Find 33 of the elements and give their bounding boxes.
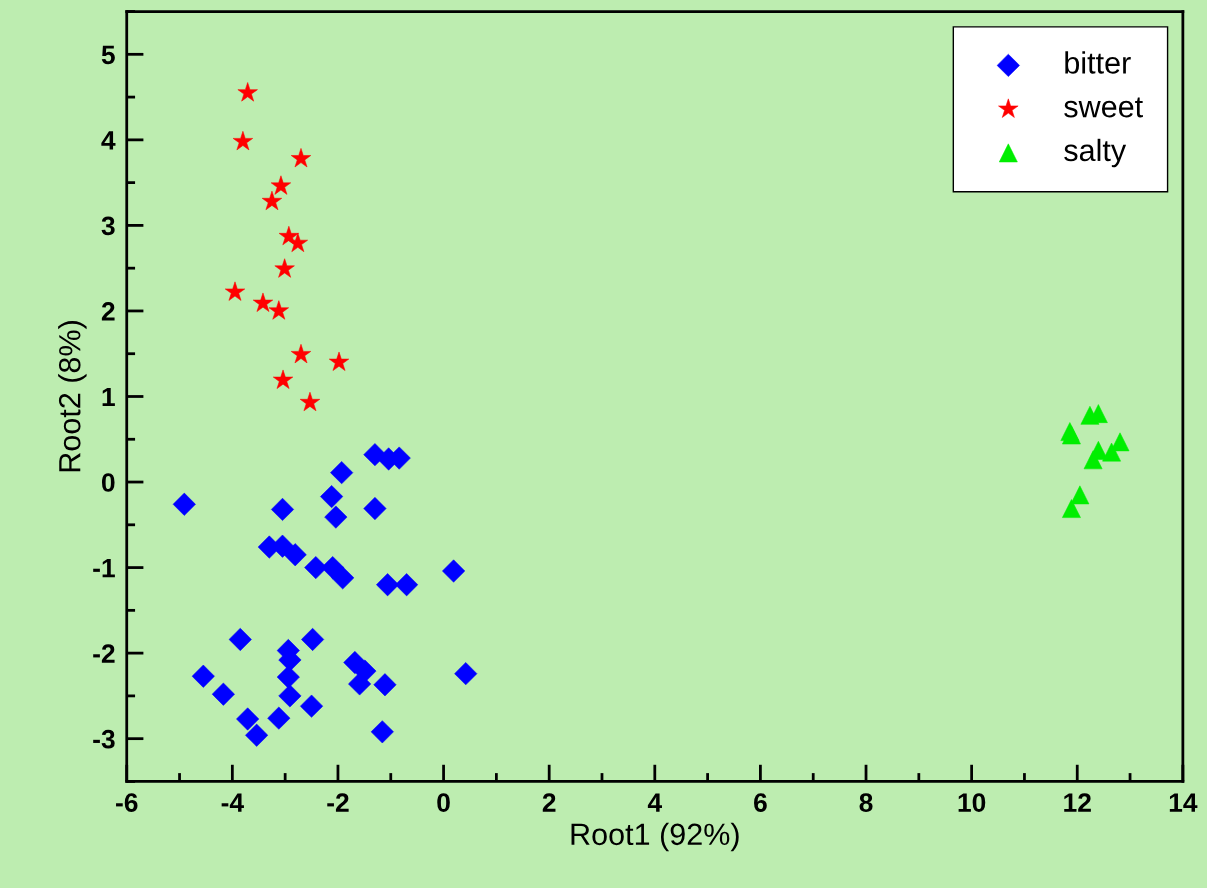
y-tick-label: 4 bbox=[101, 131, 116, 150]
x-tick-label: 14 bbox=[1169, 793, 1198, 812]
y-tick-label: 1 bbox=[102, 387, 115, 407]
x-tick-label: 6 bbox=[754, 793, 767, 812]
y-tick-label: 0 bbox=[101, 473, 115, 492]
point bbox=[301, 627, 325, 651]
point bbox=[191, 664, 215, 688]
y-tick-label: 5 bbox=[101, 45, 115, 65]
legend-label: sweet bbox=[1064, 97, 1143, 118]
legend-label: bitter bbox=[1065, 51, 1131, 74]
x-tick-label: -4 bbox=[221, 793, 244, 812]
x-tick-label: 10 bbox=[958, 793, 986, 812]
point bbox=[330, 461, 354, 485]
y-tick-label: -3 bbox=[93, 729, 115, 749]
y-tick-label: 3 bbox=[101, 216, 115, 236]
x-tick-label: 2 bbox=[542, 793, 556, 812]
point bbox=[278, 684, 302, 708]
x-axis-title: Root1 (92%) bbox=[571, 822, 739, 852]
x-tick-label: -2 bbox=[327, 793, 349, 812]
x-tick-label: 4 bbox=[647, 793, 662, 812]
x-tick-label: 0 bbox=[437, 793, 450, 812]
y-axis-title: Root2 (8%) bbox=[58, 321, 87, 472]
point bbox=[300, 694, 324, 718]
point bbox=[211, 682, 235, 706]
y-tick-label: 2 bbox=[101, 302, 115, 321]
y-tick-label: -1 bbox=[93, 558, 115, 578]
y-tick-label: -2 bbox=[93, 644, 115, 663]
x-tick-label: -6 bbox=[116, 793, 138, 812]
legend-label: salty bbox=[1064, 138, 1127, 168]
point bbox=[370, 720, 394, 744]
x-tick-label: 8 bbox=[859, 793, 873, 812]
point bbox=[395, 573, 419, 597]
x-tick-label: 12 bbox=[1064, 793, 1091, 812]
